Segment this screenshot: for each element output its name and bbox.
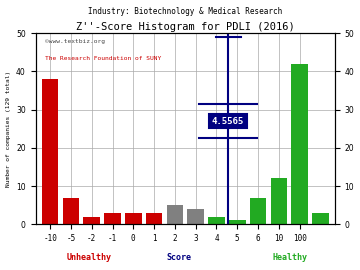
Bar	[63, 198, 79, 224]
Bar	[125, 213, 141, 224]
Text: The Research Foundation of SUNY: The Research Foundation of SUNY	[45, 56, 161, 61]
Text: Unhealthy: Unhealthy	[67, 253, 112, 262]
Text: 4.5565: 4.5565	[212, 117, 244, 126]
Bar	[146, 213, 162, 224]
Text: Industry: Biotechnology & Medical Research: Industry: Biotechnology & Medical Resear…	[88, 7, 282, 16]
Bar	[84, 217, 100, 224]
Bar	[167, 205, 183, 224]
Text: ©www.textbiz.org: ©www.textbiz.org	[45, 39, 104, 44]
Bar	[104, 213, 121, 224]
Bar	[291, 64, 308, 224]
Text: Score: Score	[167, 253, 192, 262]
Y-axis label: Number of companies (129 total): Number of companies (129 total)	[5, 71, 10, 187]
Bar	[270, 178, 287, 224]
Title: Z''-Score Histogram for PDLI (2016): Z''-Score Histogram for PDLI (2016)	[76, 22, 294, 32]
Bar	[312, 213, 329, 224]
Bar	[250, 198, 266, 224]
Bar	[208, 217, 225, 224]
Bar	[42, 79, 58, 224]
Bar	[187, 209, 204, 224]
Text: Healthy: Healthy	[273, 253, 307, 262]
Bar	[229, 220, 246, 224]
